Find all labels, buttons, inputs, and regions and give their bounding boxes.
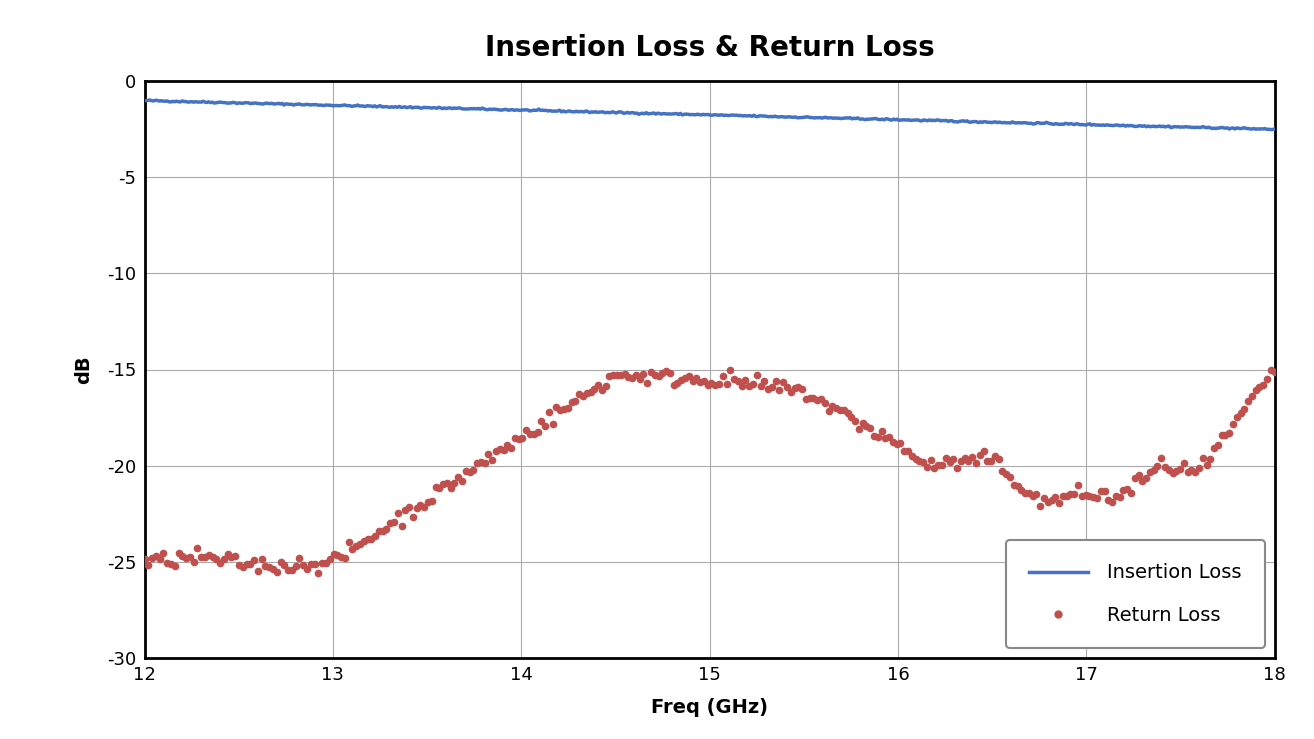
Legend: Insertion Loss, Return Loss: Insertion Loss, Return Loss bbox=[1007, 540, 1265, 648]
Title: Insertion Loss & Return Loss: Insertion Loss & Return Loss bbox=[485, 34, 934, 62]
Return Loss bbox=[832, 406, 848, 415]
Return Loss bbox=[310, 569, 326, 578]
Return Loss bbox=[141, 560, 156, 569]
Line: Return Loss: Return Loss bbox=[142, 367, 1277, 576]
Line: Insertion Loss: Insertion Loss bbox=[145, 100, 1275, 129]
Insertion Loss bbox=[894, 115, 909, 124]
Insertion Loss bbox=[142, 95, 158, 104]
Return Loss bbox=[1093, 487, 1109, 496]
Return Loss bbox=[1267, 368, 1282, 377]
Insertion Loss bbox=[650, 109, 666, 118]
Insertion Loss bbox=[430, 103, 445, 112]
Return Loss bbox=[1164, 469, 1180, 477]
Insertion Loss bbox=[339, 101, 355, 110]
X-axis label: Freq (GHz): Freq (GHz) bbox=[650, 698, 769, 717]
Return Loss bbox=[137, 554, 152, 563]
Return Loss bbox=[813, 395, 829, 403]
Insertion Loss bbox=[804, 113, 820, 122]
Return Loss bbox=[809, 395, 825, 404]
Insertion Loss bbox=[1263, 125, 1279, 134]
Insertion Loss bbox=[989, 118, 1005, 127]
Return Loss bbox=[1263, 365, 1279, 374]
Insertion Loss bbox=[137, 96, 152, 105]
Insertion Loss bbox=[1267, 125, 1282, 134]
Y-axis label: dB: dB bbox=[74, 355, 93, 384]
